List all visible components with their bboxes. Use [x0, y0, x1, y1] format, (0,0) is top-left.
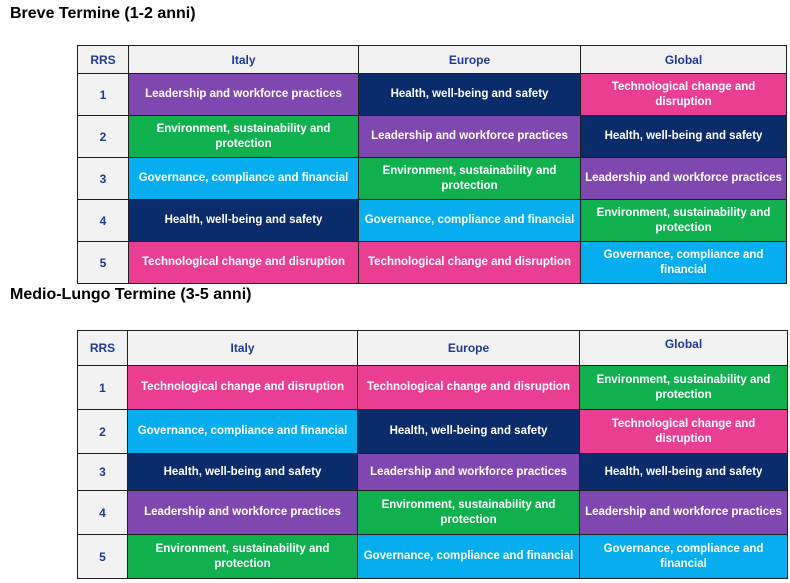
europe-cell: Environment, sustainability and protecti… — [357, 490, 580, 535]
table-row: 2 Environment, sustainability and protec… — [77, 115, 787, 158]
italy-cell: Environment, sustainability and protecti… — [128, 115, 359, 158]
global-cell: Technological change and disruption — [580, 73, 787, 116]
italy-cell: Governance, compliance and financial — [127, 409, 358, 454]
section-title-short-term: Breve Termine (1-2 anni) — [10, 5, 196, 22]
rank-cell: 2 — [77, 115, 129, 158]
table-row: 2 Governance, compliance and financial H… — [77, 409, 788, 454]
global-cell: Leadership and workforce practices — [580, 157, 787, 200]
ranking-table-short-term: RRS Italy Europe Global 1 Leadership and… — [77, 45, 787, 284]
ranking-table-medium-long-term: RRS Italy Europe Global 1 Technological … — [77, 330, 788, 579]
italy-cell: Technological change and disruption — [127, 365, 358, 410]
table-row: 1 Leadership and workforce practices Hea… — [77, 73, 787, 116]
italy-cell: Governance, compliance and financial — [128, 157, 359, 200]
europe-cell: Leadership and workforce practices — [358, 115, 581, 158]
europe-cell: Governance, compliance and financial — [358, 199, 581, 242]
section-title-medium-long-term: Medio-Lungo Termine (3-5 anni) — [10, 286, 252, 303]
rank-cell: 5 — [77, 534, 128, 579]
europe-cell: Health, well-being and safety — [358, 73, 581, 116]
table-row: 3 Governance, compliance and financial E… — [77, 157, 787, 200]
rank-cell: 1 — [77, 73, 129, 116]
global-cell: Environment, sustainability and protecti… — [580, 199, 787, 242]
column-header-global: Global — [579, 330, 788, 366]
rank-cell: 4 — [77, 199, 129, 242]
column-header-rrs: RRS — [77, 330, 128, 366]
rank-cell: 5 — [77, 241, 129, 284]
global-cell: Technological change and disruption — [579, 409, 788, 454]
table-header-row: RRS Italy Europe Global — [77, 330, 788, 366]
table-row: 3 Health, well-being and safety Leadersh… — [77, 453, 788, 491]
column-header-europe: Europe — [357, 330, 580, 366]
global-cell: Governance, compliance and financial — [579, 534, 788, 579]
rank-cell: 3 — [77, 453, 128, 491]
rank-cell: 4 — [77, 490, 128, 535]
global-cell: Governance, compliance and financial — [580, 241, 787, 284]
italy-cell: Environment, sustainability and protecti… — [127, 534, 358, 579]
rank-cell: 2 — [77, 409, 128, 454]
table-header-row: RRS Italy Europe Global — [77, 45, 787, 74]
europe-cell: Technological change and disruption — [358, 241, 581, 284]
italy-cell: Health, well-being and safety — [127, 453, 358, 491]
column-header-italy: Italy — [128, 45, 359, 74]
europe-cell: Governance, compliance and financial — [357, 534, 580, 579]
table-row: 5 Technological change and disruption Te… — [77, 241, 787, 284]
europe-cell: Leadership and workforce practices — [357, 453, 580, 491]
italy-cell: Health, well-being and safety — [128, 199, 359, 242]
global-cell: Leadership and workforce practices — [579, 490, 788, 535]
table-row: 4 Leadership and workforce practices Env… — [77, 490, 788, 535]
table-row: 4 Health, well-being and safety Governan… — [77, 199, 787, 242]
italy-cell: Leadership and workforce practices — [127, 490, 358, 535]
rank-cell: 3 — [77, 157, 129, 200]
global-cell: Environment, sustainability and protecti… — [579, 365, 788, 410]
europe-cell: Technological change and disruption — [357, 365, 580, 410]
italy-cell: Technological change and disruption — [128, 241, 359, 284]
europe-cell: Environment, sustainability and protecti… — [358, 157, 581, 200]
italy-cell: Leadership and workforce practices — [128, 73, 359, 116]
column-header-italy: Italy — [127, 330, 358, 366]
column-header-europe: Europe — [358, 45, 581, 74]
column-header-global: Global — [580, 45, 787, 74]
table-row: 1 Technological change and disruption Te… — [77, 365, 788, 410]
global-cell: Health, well-being and safety — [580, 115, 787, 158]
table-row: 5 Environment, sustainability and protec… — [77, 534, 788, 579]
rank-cell: 1 — [77, 365, 128, 410]
europe-cell: Health, well-being and safety — [357, 409, 580, 454]
column-header-rrs: RRS — [77, 45, 129, 74]
global-cell: Health, well-being and safety — [579, 453, 788, 491]
